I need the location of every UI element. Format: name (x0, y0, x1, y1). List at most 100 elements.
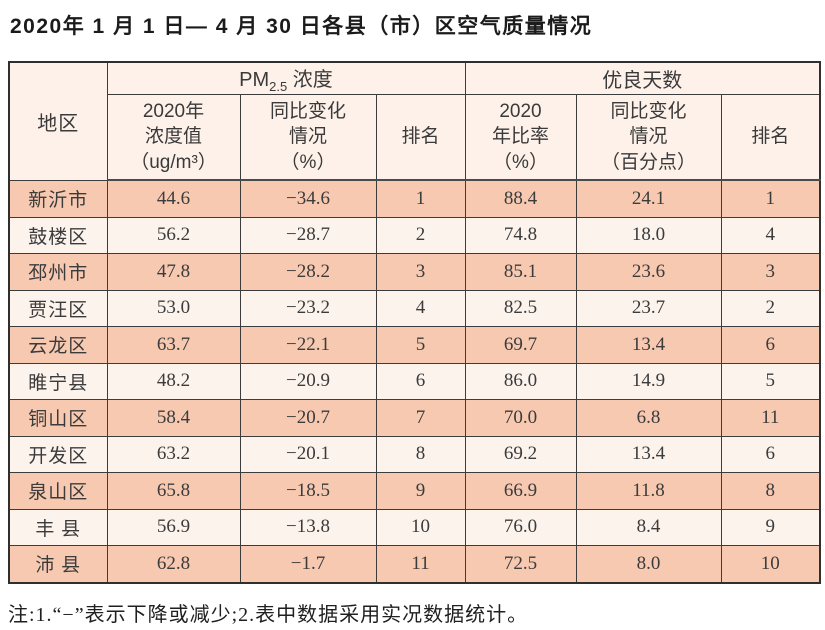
page-title: 2020年 1 月 1 日— 4 月 30 日各县（市）区空气质量情况 (10, 15, 593, 38)
cell-region: 铜山区 (8, 399, 108, 437)
cell-gd-change: 8.4 (575, 508, 722, 546)
table-row: 丰 县 56.9 −13.8 10 76.0 8.4 9 (8, 508, 821, 546)
cell-gd-change: 23.7 (575, 289, 722, 327)
header-good-days-group: 优良天数 (464, 61, 821, 95)
cell-gd-ratio: 70.0 (464, 399, 577, 437)
header-pm-value: 2020年 浓度值 （ug/m³） (106, 94, 241, 181)
cell-gd-ratio: 69.2 (464, 435, 577, 473)
header-pm-rank: 排名 (375, 94, 466, 181)
table-row: 邳州市 47.8 −28.2 3 85.1 23.6 3 (8, 253, 821, 291)
header-pm-group: PM2.5 浓度 (106, 61, 466, 95)
pm-group-prefix: PM (239, 69, 270, 91)
cell-gd-change: 11.8 (575, 472, 722, 510)
cell-gd-ratio: 69.7 (464, 326, 577, 364)
cell-gd-rank: 3 (720, 253, 821, 291)
cell-gd-change: 13.4 (575, 326, 722, 364)
cell-region: 邳州市 (8, 253, 108, 291)
cell-gd-ratio: 88.4 (464, 179, 577, 218)
cell-pm-rank: 10 (375, 508, 466, 546)
cell-gd-ratio: 66.9 (464, 472, 577, 510)
table-row: 云龙区 63.7 −22.1 5 69.7 13.4 6 (8, 326, 821, 364)
table-row: 铜山区 58.4 −20.7 7 70.0 6.8 11 (8, 399, 821, 437)
cell-pm-rank: 2 (375, 216, 466, 254)
cell-pm-change: −20.1 (239, 435, 377, 473)
cell-pm-change: −13.8 (239, 508, 377, 546)
cell-pm-rank: 4 (375, 289, 466, 327)
cell-pm-rank: 1 (375, 179, 466, 218)
cell-pm-change: −23.2 (239, 289, 377, 327)
header-gd-rank: 排名 (720, 94, 821, 181)
cell-pm-value: 53.0 (106, 289, 241, 327)
table-row: 泉山区 65.8 −18.5 9 66.9 11.8 8 (8, 472, 821, 510)
group-header-row: 地区 PM2.5 浓度 优良天数 (8, 61, 821, 181)
header-region: 地区 (8, 61, 108, 181)
cell-region: 沛 县 (8, 545, 108, 583)
cell-pm-value: 44.6 (106, 179, 241, 218)
cell-pm-rank: 7 (375, 399, 466, 437)
cell-pm-change: −18.5 (239, 472, 377, 510)
table-row: 贾汪区 53.0 −23.2 4 82.5 23.7 2 (8, 289, 821, 327)
footnote: 注:1.“−”表示下降或减少;2.表中数据采用实况数据统计。 (8, 603, 529, 626)
cell-pm-value: 47.8 (106, 253, 241, 291)
cell-pm-rank: 3 (375, 253, 466, 291)
cell-gd-rank: 11 (720, 399, 821, 437)
cell-pm-rank: 8 (375, 435, 466, 473)
cell-gd-ratio: 85.1 (464, 253, 577, 291)
cell-pm-rank: 9 (375, 472, 466, 510)
header-pm-change: 同比变化 情况 （%） (239, 94, 377, 181)
cell-region: 新沂市 (8, 179, 108, 218)
cell-gd-rank: 6 (720, 326, 821, 364)
table-row: 鼓楼区 56.2 −28.7 2 74.8 18.0 4 (8, 216, 821, 254)
cell-pm-change: −1.7 (239, 545, 377, 583)
table-row: 新沂市 44.6 −34.6 1 88.4 24.1 1 (8, 179, 821, 218)
cell-gd-ratio: 86.0 (464, 362, 577, 400)
cell-gd-ratio: 72.5 (464, 545, 577, 583)
cell-pm-value: 58.4 (106, 399, 241, 437)
cell-gd-rank: 6 (720, 435, 821, 473)
cell-pm-value: 56.2 (106, 216, 241, 254)
pm-group-suffix: 浓度 (287, 69, 333, 91)
cell-gd-change: 23.6 (575, 253, 722, 291)
cell-gd-rank: 9 (720, 508, 821, 546)
cell-gd-rank: 4 (720, 216, 821, 254)
cell-gd-ratio: 74.8 (464, 216, 577, 254)
page: 2020年 1 月 1 日— 4 月 30 日各县（市）区空气质量情况 地区 P… (0, 10, 825, 630)
cell-gd-rank: 5 (720, 362, 821, 400)
cell-gd-change: 14.9 (575, 362, 722, 400)
cell-gd-change: 8.0 (575, 545, 722, 583)
cell-gd-change: 13.4 (575, 435, 722, 473)
cell-pm-rank: 11 (375, 545, 466, 583)
header-gd-ratio: 2020 年比率 （%） (464, 94, 577, 181)
table-row: 睢宁县 48.2 −20.9 6 86.0 14.9 5 (8, 362, 821, 400)
cell-gd-ratio: 82.5 (464, 289, 577, 327)
cell-region: 丰 县 (8, 508, 108, 546)
cell-pm-change: −20.9 (239, 362, 377, 400)
table-row: 沛 县 62.8 −1.7 11 72.5 8.0 10 (8, 545, 821, 583)
cell-gd-rank: 2 (720, 289, 821, 327)
cell-gd-change: 24.1 (575, 179, 722, 218)
table-body: 新沂市 44.6 −34.6 1 88.4 24.1 1 鼓楼区 56.2 −28.7 2 74.8 1… (8, 179, 821, 583)
table-row: 开发区 63.2 −20.1 8 69.2 13.4 6 (8, 435, 821, 473)
cell-pm-value: 62.8 (106, 545, 241, 583)
table-header: 地区 PM2.5 浓度 优良天数 2020年 浓度值 （ug/m³） 同比变化 … (8, 61, 821, 181)
pm-group-subscript: 2.5 (269, 79, 288, 94)
cell-pm-value: 63.2 (106, 435, 241, 473)
cell-pm-change: −34.6 (239, 179, 377, 218)
air-quality-table: 地区 PM2.5 浓度 优良天数 2020年 浓度值 （ug/m³） 同比变化 … (8, 61, 822, 584)
cell-gd-ratio: 76.0 (464, 508, 577, 546)
cell-pm-change: −28.7 (239, 216, 377, 254)
cell-pm-rank: 5 (375, 326, 466, 364)
cell-gd-rank: 8 (720, 472, 821, 510)
cell-pm-value: 48.2 (106, 362, 241, 400)
cell-region: 云龙区 (8, 326, 108, 364)
cell-pm-change: −28.2 (239, 253, 377, 291)
cell-region: 贾汪区 (8, 289, 108, 327)
cell-gd-rank: 1 (720, 179, 821, 218)
cell-region: 鼓楼区 (8, 216, 108, 254)
cell-gd-change: 6.8 (575, 399, 722, 437)
cell-region: 开发区 (8, 435, 108, 473)
cell-region: 睢宁县 (8, 362, 108, 400)
cell-gd-change: 18.0 (575, 216, 722, 254)
cell-pm-rank: 6 (375, 362, 466, 400)
cell-pm-change: −22.1 (239, 326, 377, 364)
